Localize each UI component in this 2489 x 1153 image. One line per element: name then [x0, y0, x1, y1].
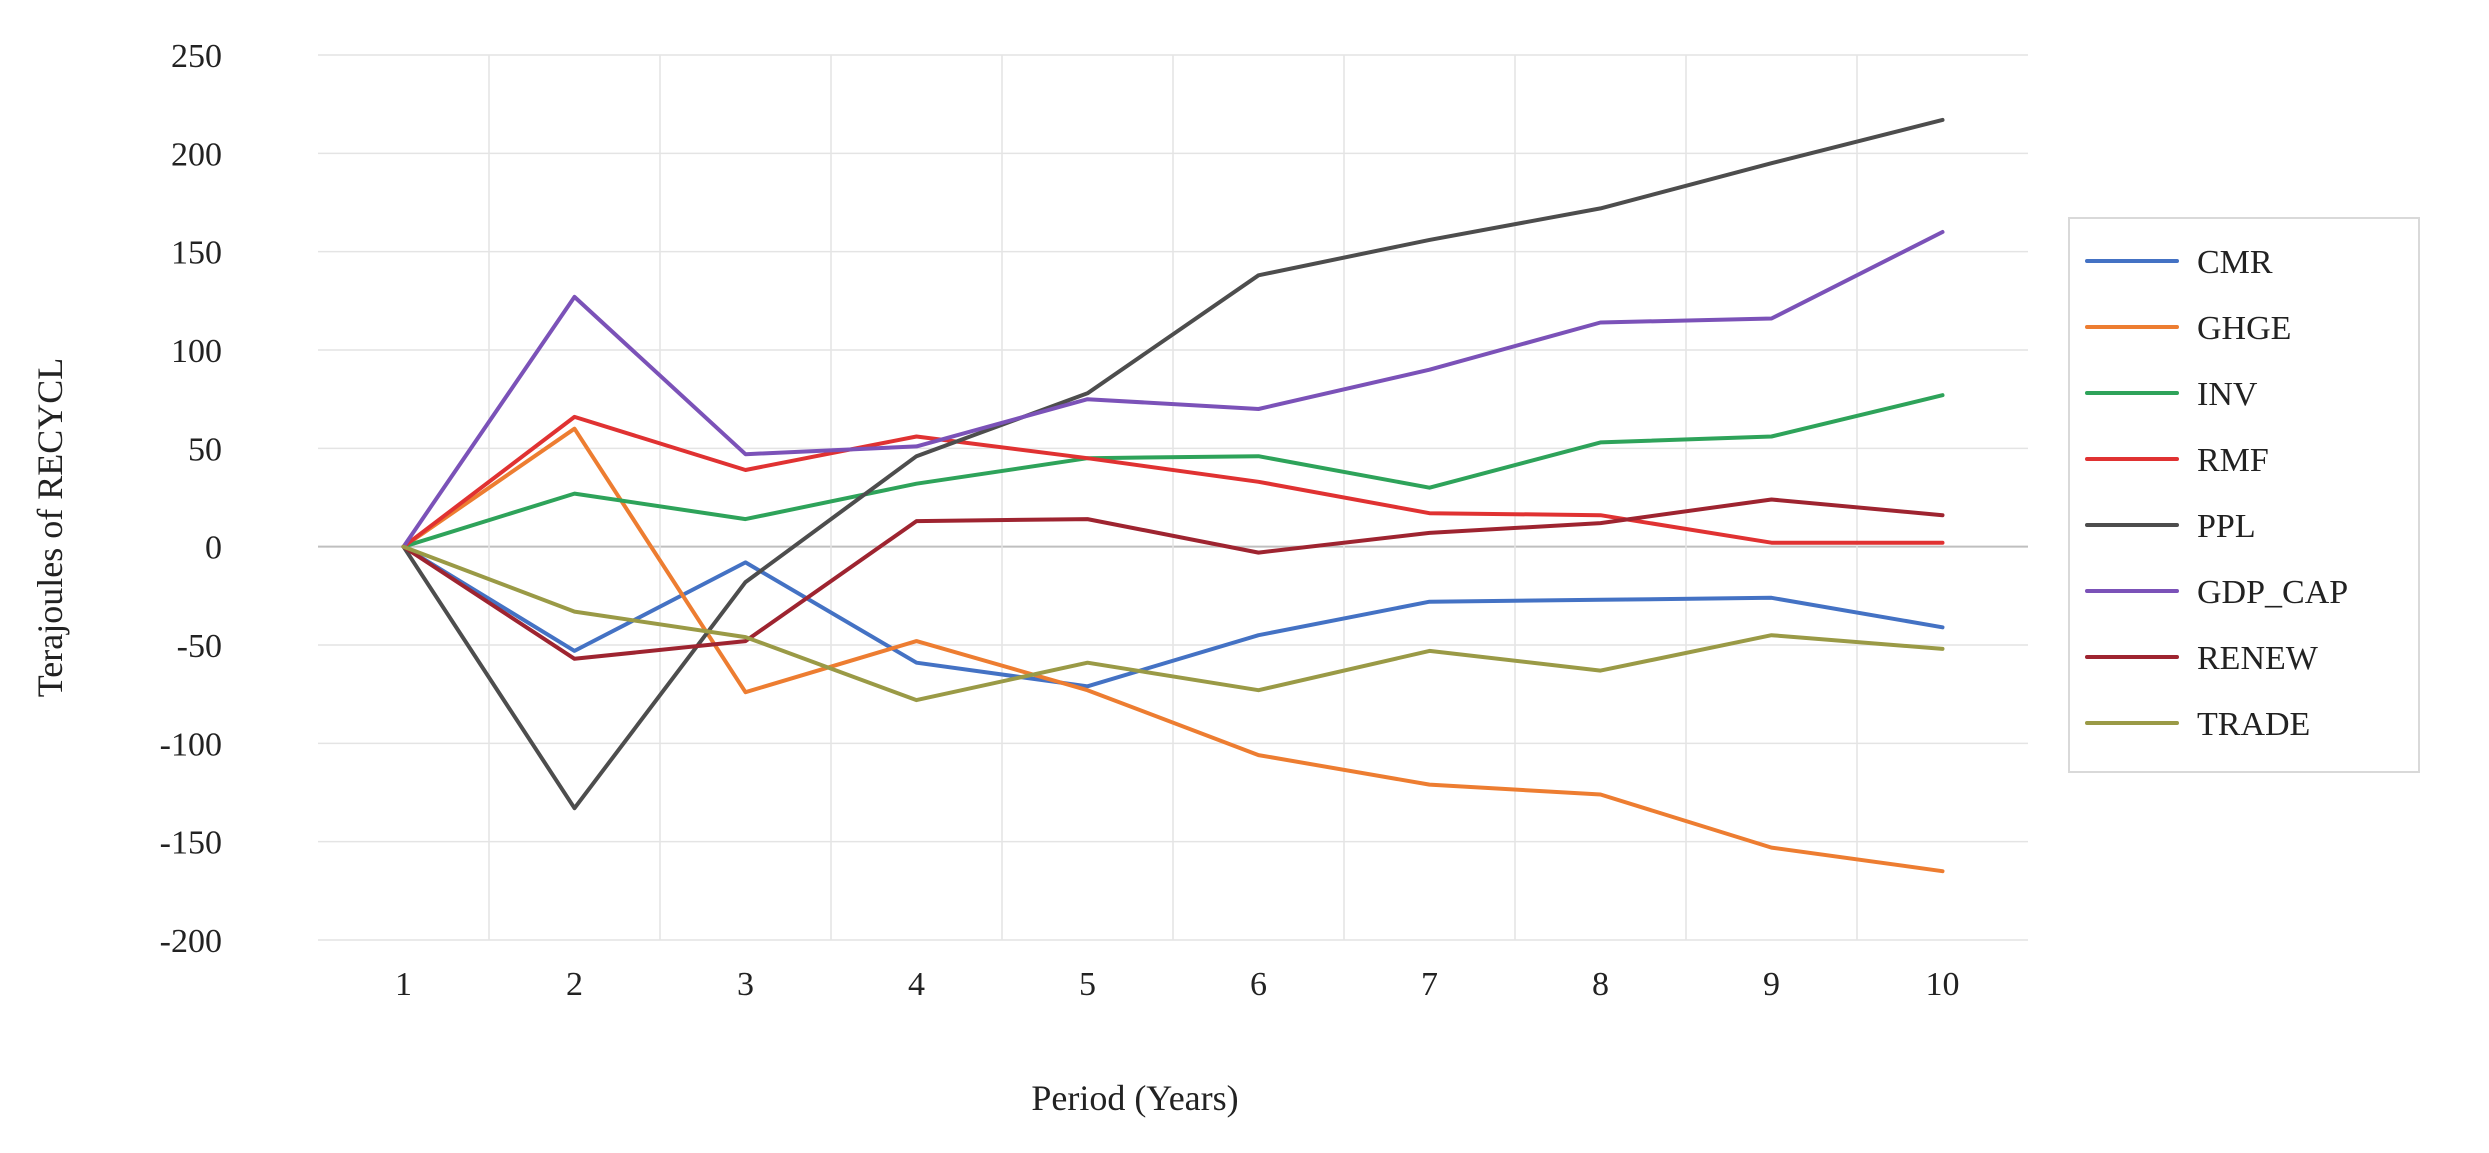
x-tick-label: 6 — [1250, 966, 1267, 1003]
y-tick-label: 0 — [205, 530, 222, 567]
y-tick-label: -50 — [177, 628, 222, 665]
legend-box — [2068, 217, 2420, 773]
legend-label-rmf: RMF — [2197, 442, 2269, 479]
series-line-renew — [401, 497, 1945, 661]
legend: CMR GHGE INV RMF PPL GDP_CAP RENEW TRADE — [2068, 217, 2420, 773]
x-tick-label: 10 — [1926, 966, 1960, 1003]
x-tick-label: 7 — [1421, 966, 1438, 1003]
series-line-inv — [401, 393, 1945, 549]
series-line-ppl — [401, 117, 1945, 811]
legend-label-inv: INV — [2197, 376, 2258, 413]
series-line-gdp-cap — [401, 230, 1945, 549]
x-tick-label: 2 — [566, 966, 583, 1003]
y-tick-label: 150 — [171, 235, 222, 272]
x-tick-label: 4 — [908, 966, 925, 1003]
x-axis-ticks: 1 2 3 4 5 6 7 8 9 10 — [395, 966, 1960, 1003]
y-tick-label: -100 — [160, 726, 222, 763]
y-tick-label: -150 — [160, 825, 222, 862]
series-line-ghge — [401, 426, 1945, 874]
y-axis-ticks: 250 200 150 100 50 0 -50 -100 -150 -200 — [160, 38, 222, 960]
legend-label-gdp-cap: GDP_CAP — [2197, 574, 2348, 611]
series-line-trade — [401, 544, 1945, 703]
x-tick-label: 1 — [395, 966, 412, 1003]
y-tick-label: -200 — [160, 923, 222, 960]
x-tick-label: 9 — [1763, 966, 1780, 1003]
y-tick-label: 200 — [171, 136, 222, 173]
y-tick-label: 50 — [188, 431, 222, 468]
x-tick-label: 8 — [1592, 966, 1609, 1003]
y-tick-label: 250 — [171, 38, 222, 75]
legend-label-ghge: GHGE — [2197, 310, 2291, 347]
series-line-rmf — [401, 414, 1945, 549]
legend-label-trade: TRADE — [2197, 706, 2310, 743]
legend-label-renew: RENEW — [2197, 640, 2319, 677]
y-axis-title: Terajoules of RECYCL — [30, 358, 70, 697]
series-lines — [401, 117, 1945, 874]
legend-label-ppl: PPL — [2197, 508, 2256, 545]
x-tick-label: 5 — [1079, 966, 1096, 1003]
x-axis-title: Period (Years) — [1031, 1078, 1238, 1118]
legend-label-cmr: CMR — [2197, 244, 2273, 281]
y-tick-label: 100 — [171, 333, 222, 370]
series-line-cmr — [401, 544, 1945, 689]
gridlines — [318, 54, 2028, 941]
x-tick-label: 3 — [737, 966, 754, 1003]
